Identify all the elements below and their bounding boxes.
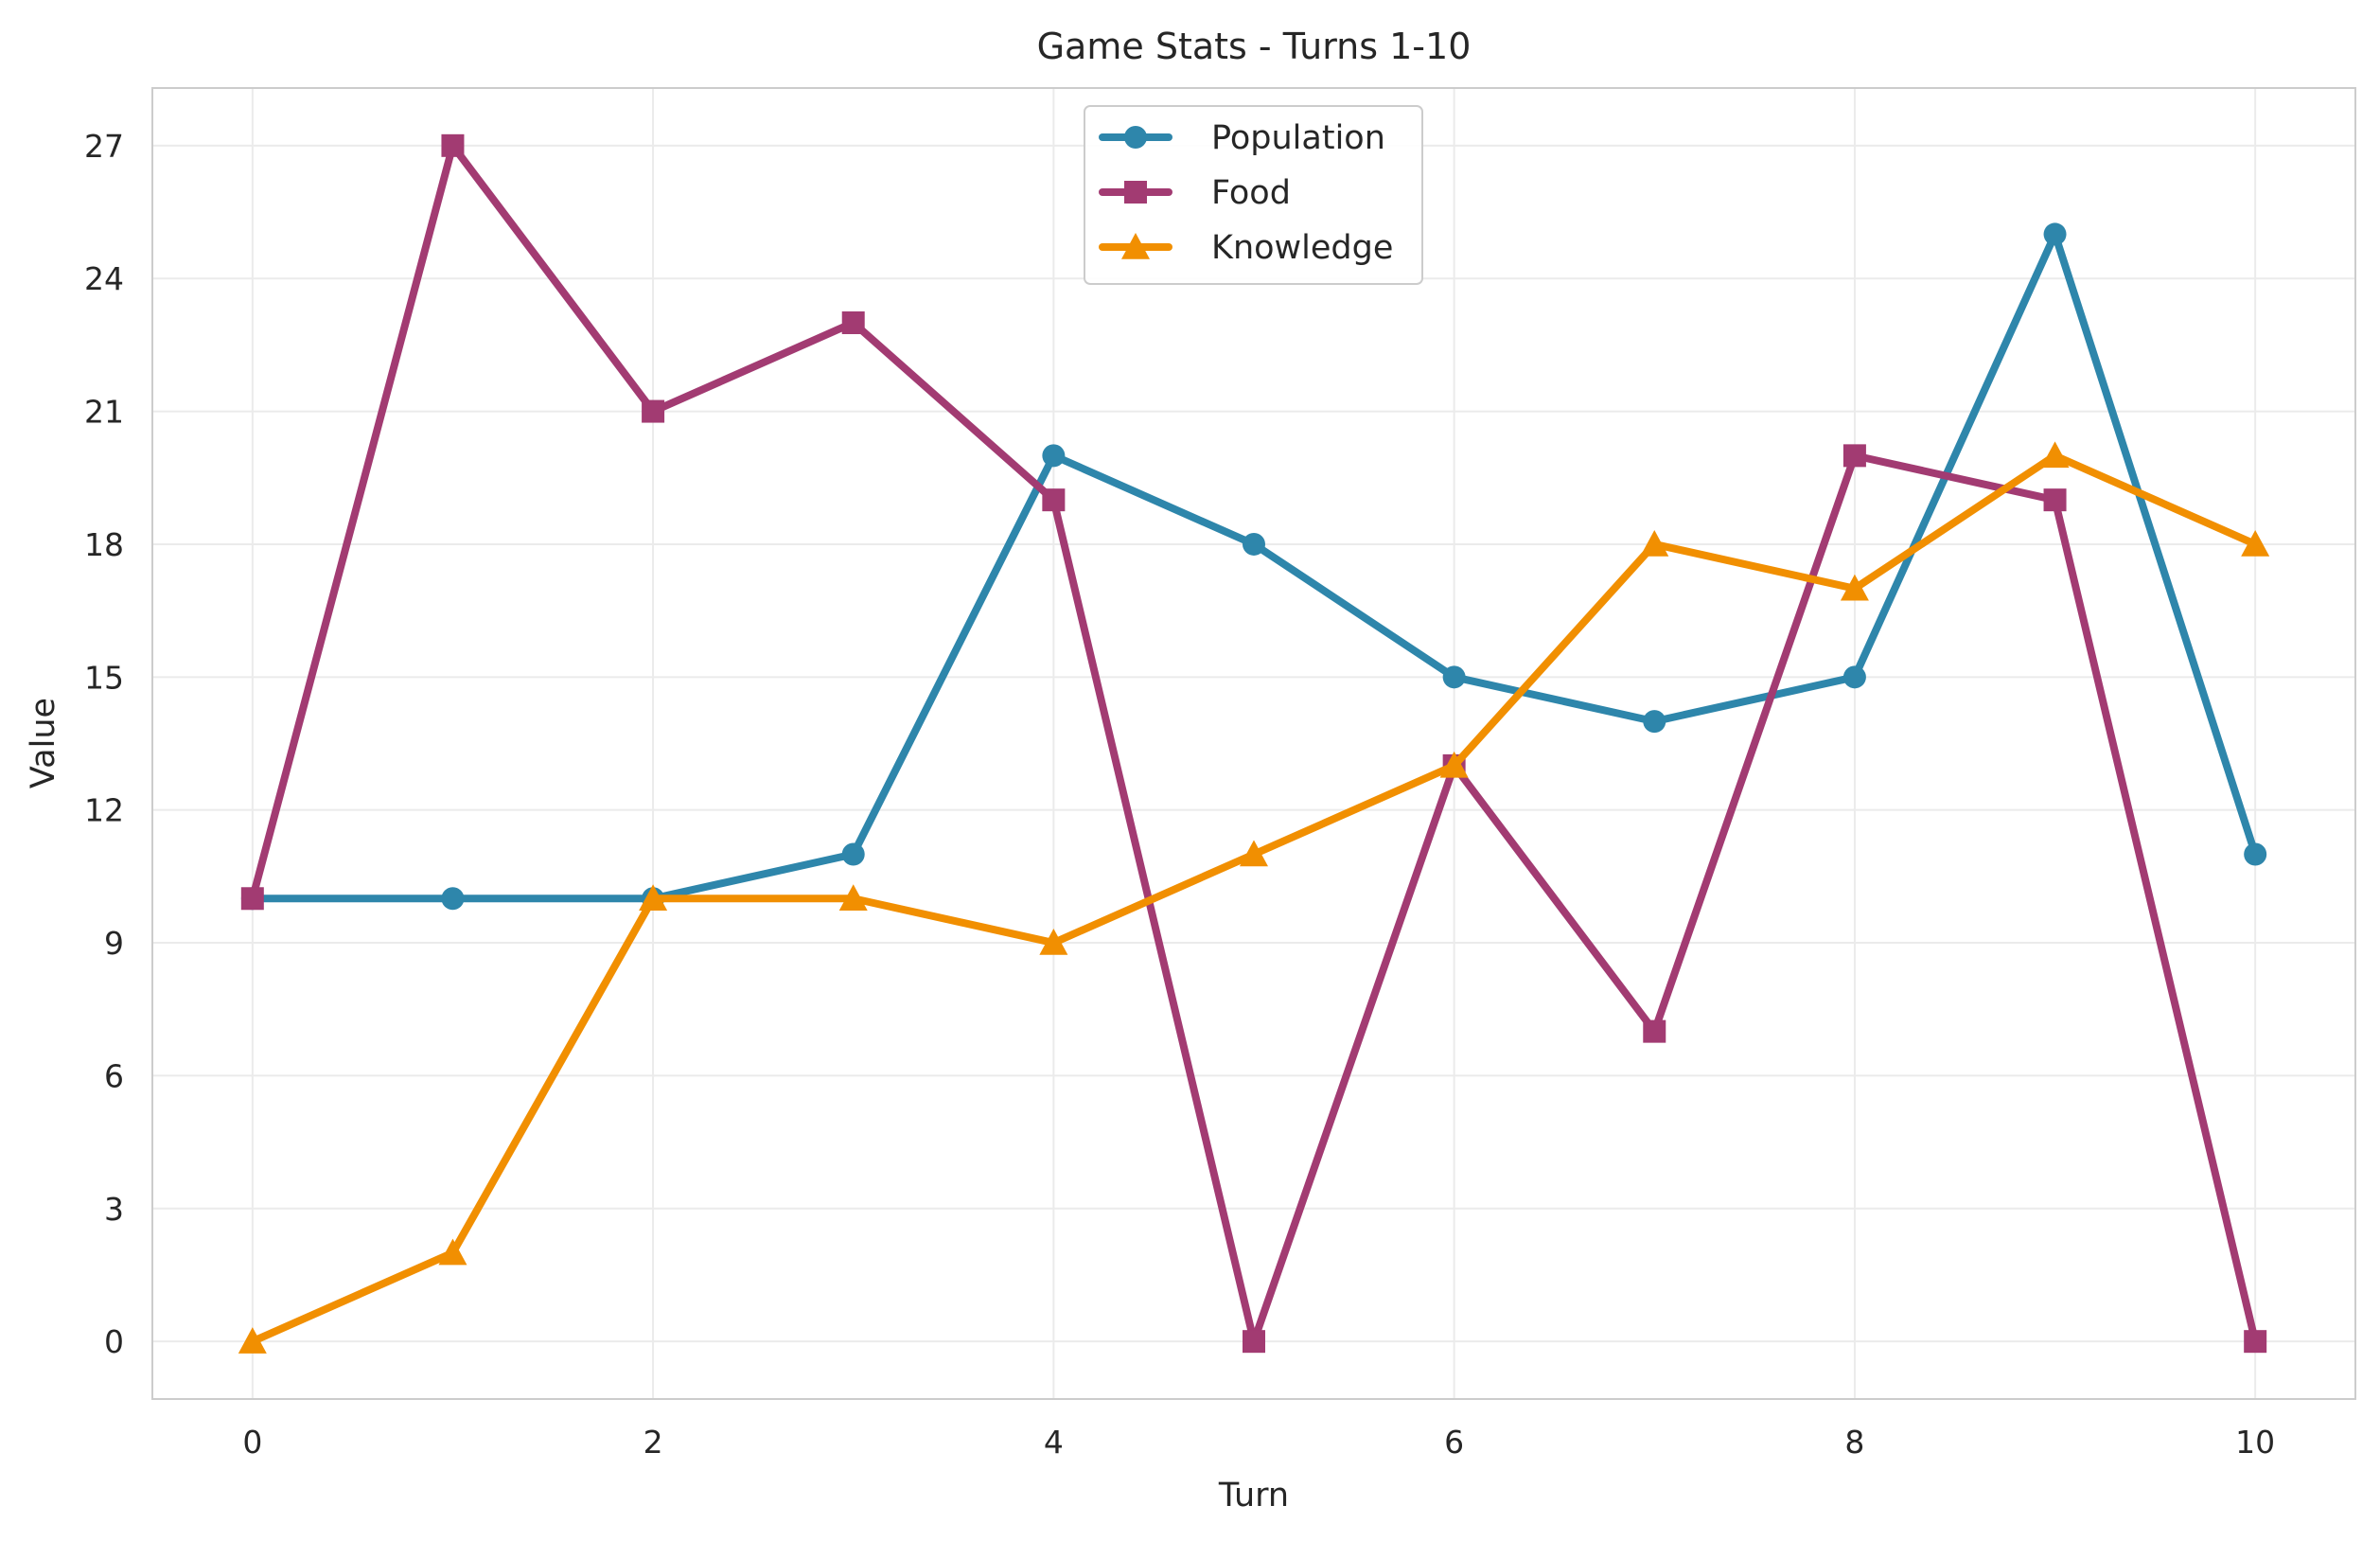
knowledge-point: [1240, 840, 1268, 867]
y-tick-label: 9: [104, 925, 124, 962]
population-point: [1243, 532, 1265, 556]
food-point: [841, 310, 865, 334]
population-point: [1042, 444, 1066, 468]
x-axis-label: Turn: [1218, 1477, 1289, 1514]
y-tick-label: 18: [84, 526, 124, 563]
legend-item-knowledge: Knowledge: [1099, 229, 1393, 267]
plot-frame: [151, 87, 2356, 1400]
population-point: [2244, 842, 2267, 866]
legend-label: Food: [1211, 174, 1291, 212]
x-tick-label: 6: [1444, 1424, 1464, 1461]
legend-item-population: Population: [1099, 119, 1385, 157]
food-point: [240, 887, 264, 911]
population-point: [841, 842, 865, 866]
y-tick-label: 12: [84, 792, 124, 829]
food-point: [1243, 1330, 1265, 1354]
knowledge-point: [1640, 529, 1669, 557]
legend-swatch-marker: [1124, 181, 1147, 204]
food-point: [441, 133, 465, 157]
knowledge-point: [238, 1327, 267, 1354]
y-tick-label: 0: [104, 1323, 124, 1360]
population-point: [2043, 222, 2067, 246]
knowledge-point: [1039, 929, 1068, 955]
legend-box: [1084, 105, 1423, 285]
legend-item-food: Food: [1099, 174, 1291, 212]
knowledge-point: [2040, 441, 2070, 469]
food-point: [2244, 1330, 2267, 1354]
x-tick-label: 8: [1844, 1424, 1864, 1461]
x-tick-label: 4: [1044, 1424, 1064, 1461]
series-population: [240, 222, 2267, 911]
x-tick-label: 0: [242, 1424, 262, 1461]
knowledge-point: [639, 884, 668, 912]
y-tick-label: 24: [84, 260, 124, 297]
series-knowledge: [238, 441, 2270, 1354]
y-tick-label: 3: [104, 1191, 124, 1228]
knowledge-point: [838, 884, 868, 912]
y-axis-label: Value: [25, 698, 62, 788]
food-point: [1842, 444, 1866, 468]
legend-label: Population: [1211, 119, 1385, 157]
population-point: [1643, 710, 1666, 734]
x-tick-label: 10: [2235, 1424, 2275, 1461]
knowledge-point: [1439, 751, 1469, 778]
chart-title: Game Stats - Turns 1-10: [1037, 26, 1472, 67]
y-axis-ticks: 0 3 6 9 12 15 18 21 24 27: [84, 128, 124, 1360]
food-point: [642, 399, 665, 423]
population-point: [441, 887, 465, 911]
food-point: [1042, 488, 1066, 512]
knowledge-point: [2241, 529, 2270, 557]
legend-swatch-marker: [1121, 233, 1150, 259]
y-tick-label: 21: [84, 394, 124, 431]
food-point: [1643, 1019, 1666, 1043]
x-axis-ticks: 0 2 4 6 8 10: [242, 1424, 2275, 1461]
y-tick-label: 15: [84, 659, 124, 696]
x-tick-label: 2: [643, 1424, 663, 1461]
legend-swatch-marker: [1124, 126, 1147, 149]
series-layer: [238, 133, 2270, 1354]
population-point: [1442, 665, 1466, 689]
y-tick-label: 6: [104, 1057, 124, 1094]
population-point: [1842, 665, 1866, 689]
y-tick-label: 27: [84, 128, 124, 165]
legend-label: Knowledge: [1211, 229, 1393, 267]
legend: Population Food Knowledge: [1084, 105, 1423, 285]
series-food: [240, 133, 2267, 1354]
legend-items: Population Food Knowledge: [1099, 119, 1393, 267]
knowledge-point: [1840, 574, 1869, 601]
food-point: [2043, 488, 2067, 512]
knowledge-point: [438, 1238, 467, 1266]
